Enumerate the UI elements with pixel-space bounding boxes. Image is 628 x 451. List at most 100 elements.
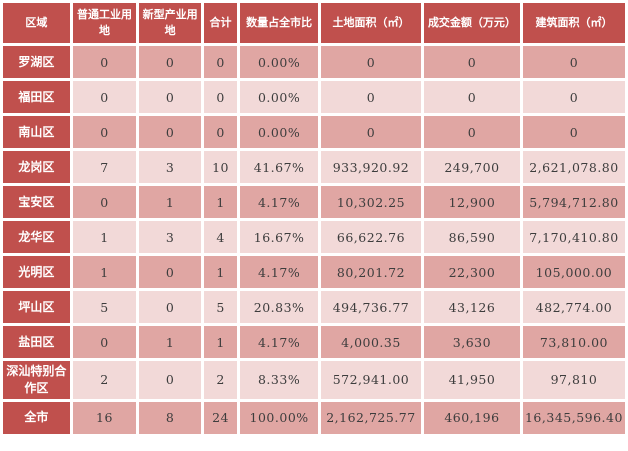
region-cell: 宝安区: [3, 186, 70, 218]
data-cell: 0: [139, 81, 201, 113]
data-cell: 16.67%: [240, 221, 318, 253]
data-cell: 249,700: [423, 151, 520, 183]
data-cell: 41,950: [423, 361, 520, 399]
column-header: 新型产业用地: [139, 3, 201, 43]
column-header: 普通工业用地: [72, 3, 137, 43]
data-cell: 2,621,078.80: [522, 151, 625, 183]
data-cell: 0: [203, 46, 238, 78]
table-row: 罗湖区 0 0 0 0.00% 0 0 0: [3, 46, 625, 78]
data-cell: 100.00%: [240, 401, 318, 434]
table-body: 罗湖区 0 0 0 0.00% 0 0 0 福田区 0 0 0 0.00% 0 0 0 南山区 0 0 0 0.00% 0…: [3, 46, 625, 434]
data-cell: 0.00%: [240, 46, 318, 78]
column-header: 成交金额（万元）: [423, 3, 520, 43]
column-header: 建筑面积（㎡）: [522, 3, 625, 43]
data-cell: 482,774.00: [522, 291, 625, 323]
column-header: 数量占全市比: [240, 3, 318, 43]
data-cell: 8: [139, 401, 201, 434]
data-cell: 66,622.76: [320, 221, 421, 253]
table-header: 区域 普通工业用地 新型产业用地 合计 数量占全市比 土地面积（㎡） 成交金额（万元） 建筑面…: [3, 3, 625, 43]
data-cell: 1: [72, 221, 137, 253]
data-cell: 1: [139, 326, 201, 358]
data-cell: 3,630: [423, 326, 520, 358]
table-row: 光明区 1 0 1 4.17% 80,201.72 22,300 105,000.00: [3, 256, 625, 288]
header-row: 区域 普通工业用地 新型产业用地 合计 数量占全市比 土地面积（㎡） 成交金额（万元） 建筑面…: [3, 3, 625, 43]
data-cell: 0: [203, 116, 238, 148]
data-cell: 4: [203, 221, 238, 253]
table-row: 全市 16 8 24 100.00% 2,162,725.77 460,196 16,345,…: [3, 401, 625, 434]
data-cell: 5: [203, 291, 238, 323]
data-cell: 0: [72, 326, 137, 358]
data-cell: 22,300: [423, 256, 520, 288]
data-cell: 105,000.00: [522, 256, 625, 288]
data-cell: 0: [139, 116, 201, 148]
column-header: 土地面积（㎡）: [320, 3, 421, 43]
data-cell: 0: [522, 81, 625, 113]
data-cell: 572,941.00: [320, 361, 421, 399]
data-cell: 41.67%: [240, 151, 318, 183]
data-cell: 0: [72, 46, 137, 78]
data-cell: 1: [203, 256, 238, 288]
column-header: 合计: [203, 3, 238, 43]
data-cell: 1: [203, 326, 238, 358]
data-cell: 80,201.72: [320, 256, 421, 288]
data-cell: 2: [72, 361, 137, 399]
data-cell: 0: [139, 46, 201, 78]
data-cell: 0: [522, 116, 625, 148]
data-cell: 0: [139, 361, 201, 399]
region-cell: 南山区: [3, 116, 70, 148]
data-cell: 97,810: [522, 361, 625, 399]
data-cell: 0.00%: [240, 81, 318, 113]
data-cell: 4.17%: [240, 256, 318, 288]
region-cell: 坪山区: [3, 291, 70, 323]
data-cell: 0: [139, 256, 201, 288]
data-cell: 0: [522, 46, 625, 78]
data-cell: 0: [423, 81, 520, 113]
table-row: 南山区 0 0 0 0.00% 0 0 0: [3, 116, 625, 148]
data-cell: 933,920.92: [320, 151, 421, 183]
data-cell: 0.00%: [240, 116, 318, 148]
data-cell: 12,900: [423, 186, 520, 218]
data-cell: 20.83%: [240, 291, 318, 323]
data-cell: 7,170,410.80: [522, 221, 625, 253]
data-cell: 2: [203, 361, 238, 399]
data-cell: 5,794,712.80: [522, 186, 625, 218]
region-cell: 罗湖区: [3, 46, 70, 78]
data-cell: 5: [72, 291, 137, 323]
data-cell: 8.33%: [240, 361, 318, 399]
data-cell: 10: [203, 151, 238, 183]
data-cell: 0: [320, 46, 421, 78]
data-cell: 460,196: [423, 401, 520, 434]
column-header: 区域: [3, 3, 70, 43]
data-cell: 0: [72, 81, 137, 113]
table-row: 龙华区 1 3 4 16.67% 66,622.76 86,590 7,170,410.80: [3, 221, 625, 253]
table-row: 坪山区 5 0 5 20.83% 494,736.77 43,126 482,774.00: [3, 291, 625, 323]
region-cell: 全市: [3, 401, 70, 434]
data-cell: 494,736.77: [320, 291, 421, 323]
data-cell: 0: [320, 81, 421, 113]
data-cell: 0: [139, 291, 201, 323]
land-transaction-table: 区域 普通工业用地 新型产业用地 合计 数量占全市比 土地面积（㎡） 成交金额（万元） 建筑面…: [3, 3, 625, 434]
data-cell: 73,810.00: [522, 326, 625, 358]
table-row: 深汕特别合作区 2 0 2 8.33% 572,941.00 41,950 97,810: [3, 361, 625, 399]
data-cell: 4.17%: [240, 326, 318, 358]
table-row: 盐田区 0 1 1 4.17% 4,000.35 3,630 73,810.00: [3, 326, 625, 358]
data-cell: 43,126: [423, 291, 520, 323]
data-cell: 24: [203, 401, 238, 434]
data-cell: 16,345,596.40: [522, 401, 625, 434]
data-cell: 0: [423, 116, 520, 148]
data-cell: 1: [203, 186, 238, 218]
region-cell: 龙岗区: [3, 151, 70, 183]
region-cell: 福田区: [3, 81, 70, 113]
data-cell: 0: [72, 116, 137, 148]
data-cell: 4.17%: [240, 186, 318, 218]
data-cell: 86,590: [423, 221, 520, 253]
data-cell: 2,162,725.77: [320, 401, 421, 434]
table-row: 福田区 0 0 0 0.00% 0 0 0: [3, 81, 625, 113]
data-cell: 10,302.25: [320, 186, 421, 218]
data-cell: 1: [139, 186, 201, 218]
table-row: 宝安区 0 1 1 4.17% 10,302.25 12,900 5,794,712.80: [3, 186, 625, 218]
data-cell: 0: [72, 186, 137, 218]
data-cell: 3: [139, 221, 201, 253]
region-cell: 光明区: [3, 256, 70, 288]
region-cell: 龙华区: [3, 221, 70, 253]
